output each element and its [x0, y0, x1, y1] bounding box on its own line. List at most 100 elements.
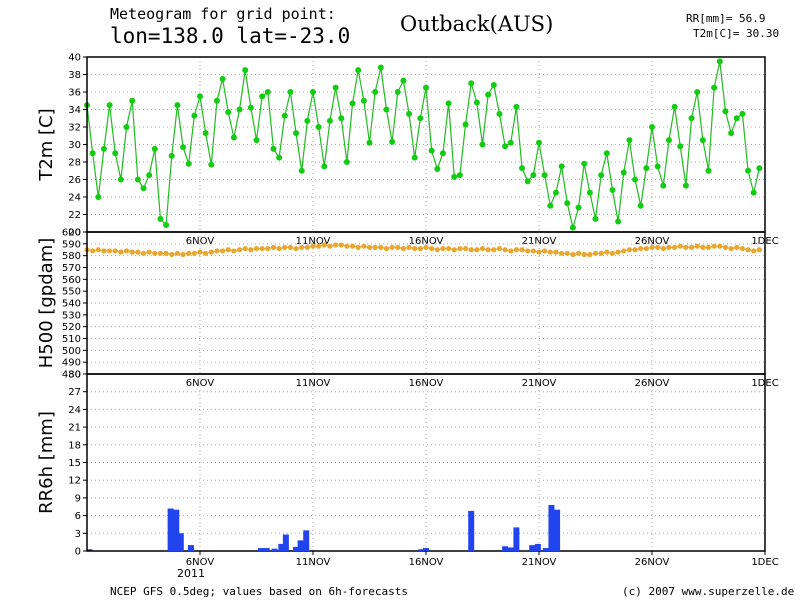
t2m-point — [705, 167, 712, 174]
footer-copyright: (c) 2007 www.superzelle.de — [622, 585, 795, 598]
y-tick-label: 570 — [62, 263, 81, 274]
rr-bar — [173, 509, 180, 551]
h500-point — [496, 245, 503, 252]
h500-point — [502, 247, 508, 253]
y-tick-label: 9 — [75, 493, 81, 504]
t2m-point — [185, 160, 192, 167]
h500-point — [135, 249, 141, 255]
h500-point — [474, 247, 480, 253]
t2m-point — [394, 89, 401, 95]
t2m-point — [745, 167, 752, 174]
y-axis-label: H500 [gpdam] — [36, 238, 57, 369]
year-label: 2011 — [177, 567, 205, 580]
h500-point — [338, 242, 344, 248]
t2m-point — [552, 189, 559, 196]
h500-point — [400, 245, 406, 252]
y-tick-label: 27 — [68, 387, 81, 398]
h500-point — [626, 247, 633, 253]
h500-point — [745, 247, 751, 253]
x-tick-label: 6NOV — [186, 236, 215, 247]
h500-point — [327, 243, 333, 249]
h500-point — [711, 243, 717, 249]
t2m-point — [490, 82, 497, 88]
h500-point — [615, 249, 621, 255]
h500-point — [536, 249, 542, 255]
h500-point — [349, 243, 356, 249]
h500-point — [728, 245, 734, 252]
rr-bar — [258, 548, 265, 551]
h500-point — [717, 243, 723, 249]
y-tick-label: 20 — [68, 228, 81, 239]
t2m-point — [242, 67, 249, 74]
x-tick-label: 6NOV — [186, 557, 215, 568]
h500-point — [655, 244, 661, 250]
t2m-point — [100, 145, 107, 152]
h500-point — [666, 244, 672, 250]
h500-point — [265, 245, 271, 252]
y-tick-label: 6 — [75, 511, 81, 522]
x-tick-label: 21NOV — [522, 557, 557, 568]
h500-point — [649, 244, 655, 250]
t2m-point — [728, 130, 735, 137]
t2m-point — [530, 172, 537, 179]
h500-point — [378, 244, 384, 250]
t2m-point — [129, 97, 136, 104]
t2m-point — [462, 121, 469, 128]
h500-point — [191, 250, 197, 256]
rr-bar — [507, 547, 514, 551]
t2m-point — [575, 204, 582, 211]
h500-point — [462, 245, 469, 252]
t2m-point — [180, 144, 187, 151]
title-line-2: lon=138.0 lat=-23.0 — [110, 24, 351, 48]
y-tick-label: 600 — [62, 228, 81, 239]
t2m-point — [536, 139, 542, 146]
y-tick-label: 12 — [68, 476, 81, 487]
h500-point — [383, 245, 390, 252]
x-tick-label: 11NOV — [296, 236, 331, 247]
h500-point — [214, 248, 220, 254]
h500-point — [225, 247, 231, 253]
y-tick-label: 22 — [68, 210, 81, 221]
rr-bar — [271, 548, 278, 551]
t2m-point — [304, 117, 311, 124]
y-tick-label: 15 — [68, 458, 81, 469]
rr-bar — [548, 504, 555, 551]
h500-point — [203, 250, 209, 256]
h500-point — [581, 251, 587, 258]
t2m-point — [310, 89, 316, 95]
h500-point — [530, 248, 536, 254]
rr-bar — [293, 546, 300, 551]
t2m-point — [750, 189, 757, 196]
footer-source: NCEP GFS 0.5deg; values based on 6h-fore… — [110, 585, 409, 598]
h500-point — [700, 244, 706, 250]
t2m-point — [479, 141, 486, 148]
rr-bar — [303, 530, 310, 551]
h500-point — [677, 243, 683, 249]
h500-point — [598, 250, 604, 256]
t2m-point — [321, 163, 328, 170]
t2m-point — [146, 172, 153, 179]
t2m-point — [174, 102, 181, 109]
h500-point — [672, 244, 678, 250]
t2m-point — [315, 124, 322, 130]
location-title: Outback(AUS) — [400, 12, 554, 36]
h500-point — [739, 245, 746, 252]
x-tick-label: 21NOV — [522, 378, 557, 389]
y-tick-label: 24 — [68, 193, 81, 204]
y-tick-label: 24 — [68, 405, 81, 416]
t2m-point — [722, 108, 729, 115]
h500-point — [406, 244, 412, 250]
t2m-point — [569, 224, 576, 231]
rr-bar — [297, 540, 304, 551]
t2m-point — [694, 89, 701, 95]
t2m-point — [654, 163, 661, 170]
rr-bar — [534, 543, 541, 551]
t2m-readout: T2m[C]= 30.30 — [693, 27, 780, 40]
t2m-point — [208, 161, 215, 168]
t2m-point — [598, 172, 605, 179]
h500-point — [163, 250, 169, 256]
y-tick-label: 520 — [62, 322, 81, 333]
t2m-point — [417, 115, 424, 122]
h500-point — [592, 250, 599, 256]
t2m-point — [507, 139, 514, 146]
